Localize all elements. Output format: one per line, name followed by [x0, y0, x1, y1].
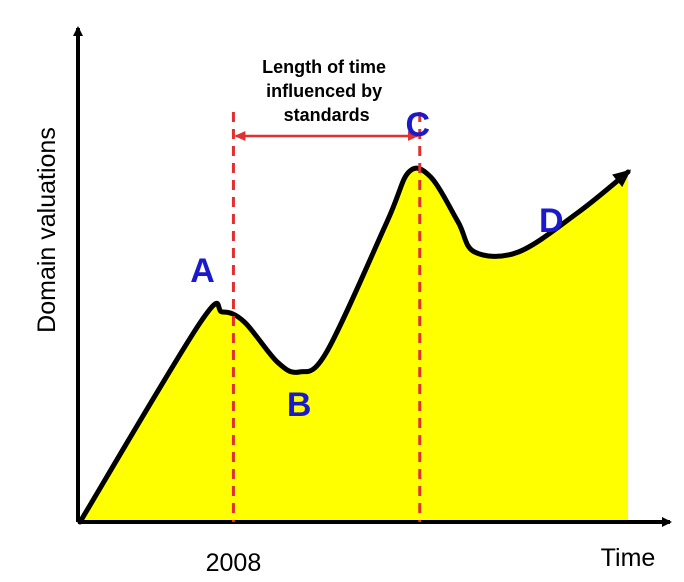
point-label-a: A [190, 252, 215, 290]
valuation-curve [77, 165, 632, 525]
point-label-d: D [539, 202, 564, 240]
x-axis-label: Time [601, 544, 656, 572]
y-axis-label: Domain valuations [33, 127, 61, 333]
annotation-line-3: standards [284, 105, 370, 125]
annotation-line-1: Length of time [262, 57, 386, 77]
duration-annotation: Length of time influenced by standards [262, 57, 391, 125]
x-tick-label-2008: 2008 [206, 549, 262, 577]
point-label-b: B [287, 386, 312, 424]
point-label-c: C [405, 106, 430, 144]
annotation-line-2: influenced by [266, 81, 382, 101]
